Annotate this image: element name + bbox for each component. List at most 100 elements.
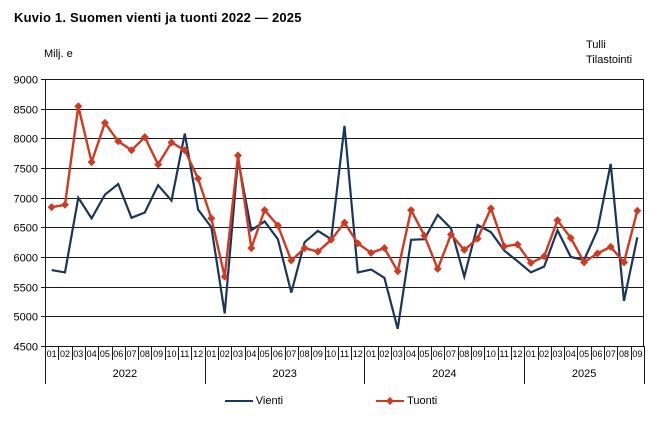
legend-item-tuonti: Tuonti xyxy=(375,395,437,407)
legend-item-vienti: Vienti xyxy=(224,395,283,407)
tuonti-marker xyxy=(486,204,495,213)
tuonti-line-swatch xyxy=(376,397,405,405)
tuonti-marker xyxy=(513,240,522,249)
month-tick-label: 03 xyxy=(552,349,562,359)
month-tick-label: 06 xyxy=(592,349,602,359)
month-tick-label: 02 xyxy=(60,349,70,359)
vienti-line xyxy=(51,125,639,330)
month-tick-label: 12 xyxy=(513,349,523,359)
tuonti-marker xyxy=(420,231,429,240)
month-tick-label: 11 xyxy=(340,349,349,359)
month-tick-label: 01 xyxy=(366,349,376,359)
y-tick-label: 4500 xyxy=(14,342,38,354)
tuonti-marker xyxy=(620,258,629,267)
month-tick-label: 10 xyxy=(326,349,336,359)
month-tick-label: 07 xyxy=(286,349,296,359)
source-text: Tulli Tilastointi xyxy=(586,39,633,66)
tuonti-marker xyxy=(380,244,389,253)
tuonti-marker xyxy=(407,206,416,215)
tuonti-marker xyxy=(127,146,136,155)
chart-svg: 9000 8500 8000 7500 7000 6500 6000 5500 5000 4500… xyxy=(14,75,645,384)
tuonti-marker xyxy=(526,258,535,267)
y-tick-label: 7500 xyxy=(14,164,38,176)
month-tick-label: 11 xyxy=(180,349,189,359)
tuonti-marker xyxy=(234,151,243,160)
y-tick-label: 7000 xyxy=(14,194,38,206)
month-tick-label: 12 xyxy=(193,349,203,359)
month-tick-label: 03 xyxy=(73,349,83,359)
tuonti-marker xyxy=(247,244,256,253)
y-tick-label: 8500 xyxy=(14,105,38,117)
tuonti-marker xyxy=(207,214,216,223)
month-tick-label: 04 xyxy=(87,349,97,359)
tuonti-marker xyxy=(180,146,189,155)
y-tick-label: 5000 xyxy=(14,312,38,324)
month-tick-label: 04 xyxy=(246,349,256,359)
month-tick-label: 10 xyxy=(166,349,176,359)
legend-label-vienti: Vienti xyxy=(255,395,284,407)
tuonti-marker xyxy=(353,239,362,248)
y-tick-label: 5500 xyxy=(14,283,38,295)
tuonti-marker xyxy=(606,242,615,251)
month-tick-label: 04 xyxy=(566,349,576,359)
month-tick-label: 02 xyxy=(539,349,549,359)
month-tick-label: 09 xyxy=(153,349,163,359)
month-tick-label: 08 xyxy=(459,349,469,359)
tuonti-marker xyxy=(446,230,455,239)
tuonti-marker xyxy=(500,242,509,251)
tuonti-marker xyxy=(273,221,282,230)
month-tick-label: 12 xyxy=(353,349,363,359)
vienti-line-swatch xyxy=(224,400,253,402)
month-tick-label: 09 xyxy=(313,349,323,359)
y-tick-label: 6000 xyxy=(14,253,38,265)
year-label: 2022 xyxy=(113,368,137,380)
month-tick-label: 10 xyxy=(486,349,496,359)
tuonti-marker xyxy=(194,174,203,183)
month-tick-label: 02 xyxy=(220,349,230,359)
month-tick-label: 05 xyxy=(419,349,429,359)
tuonti-marker xyxy=(287,256,296,265)
tuonti-marker xyxy=(60,200,69,209)
tuonti-marker xyxy=(580,258,589,267)
month-tick-label: 03 xyxy=(393,349,403,359)
tuonti-marker xyxy=(393,267,402,276)
tuonti-marker xyxy=(633,206,642,215)
month-tick-label: 09 xyxy=(632,349,642,359)
tuonti-marker xyxy=(154,160,163,169)
month-tick-label: 11 xyxy=(500,349,509,359)
tuonti-marker xyxy=(87,158,96,167)
chart-legend: Vienti Tuonti xyxy=(0,395,661,407)
month-tick-label: 08 xyxy=(619,349,629,359)
month-tick-label: 08 xyxy=(140,349,150,359)
tuonti-marker xyxy=(167,138,176,147)
month-tick-label: 04 xyxy=(406,349,416,359)
month-tick-label: 05 xyxy=(260,349,270,359)
tuonti-marker xyxy=(313,247,322,256)
tuonti-marker xyxy=(566,234,575,243)
month-tick-label: 06 xyxy=(113,349,123,359)
tuonti-marker xyxy=(100,118,109,127)
month-tick-label: 06 xyxy=(433,349,443,359)
y-tick-label: 9000 xyxy=(14,75,38,87)
legend-label-tuonti: Tuonti xyxy=(407,395,438,407)
tuonti-marker xyxy=(553,216,562,225)
month-tick-label: 02 xyxy=(379,349,389,359)
year-label: 2024 xyxy=(432,368,456,380)
month-tick-label: 09 xyxy=(473,349,483,359)
y-axis-unit-label: Milj. e xyxy=(44,48,73,60)
tuonti-marker xyxy=(540,252,549,261)
month-tick-label: 05 xyxy=(579,349,589,359)
tuonti-marker xyxy=(367,248,376,257)
month-tick-label: 07 xyxy=(606,349,616,359)
month-tick-label: 06 xyxy=(273,349,283,359)
tuonti-marker xyxy=(473,234,482,243)
tuonti-marker xyxy=(47,203,56,212)
month-tick-label: 03 xyxy=(233,349,243,359)
month-tick-label: 01 xyxy=(206,349,216,359)
tuonti-marker xyxy=(260,206,269,215)
tuonti-marker xyxy=(340,218,349,227)
year-label: 2025 xyxy=(572,368,596,380)
tuonti-marker xyxy=(460,245,469,254)
month-tick-label: 01 xyxy=(526,349,536,359)
